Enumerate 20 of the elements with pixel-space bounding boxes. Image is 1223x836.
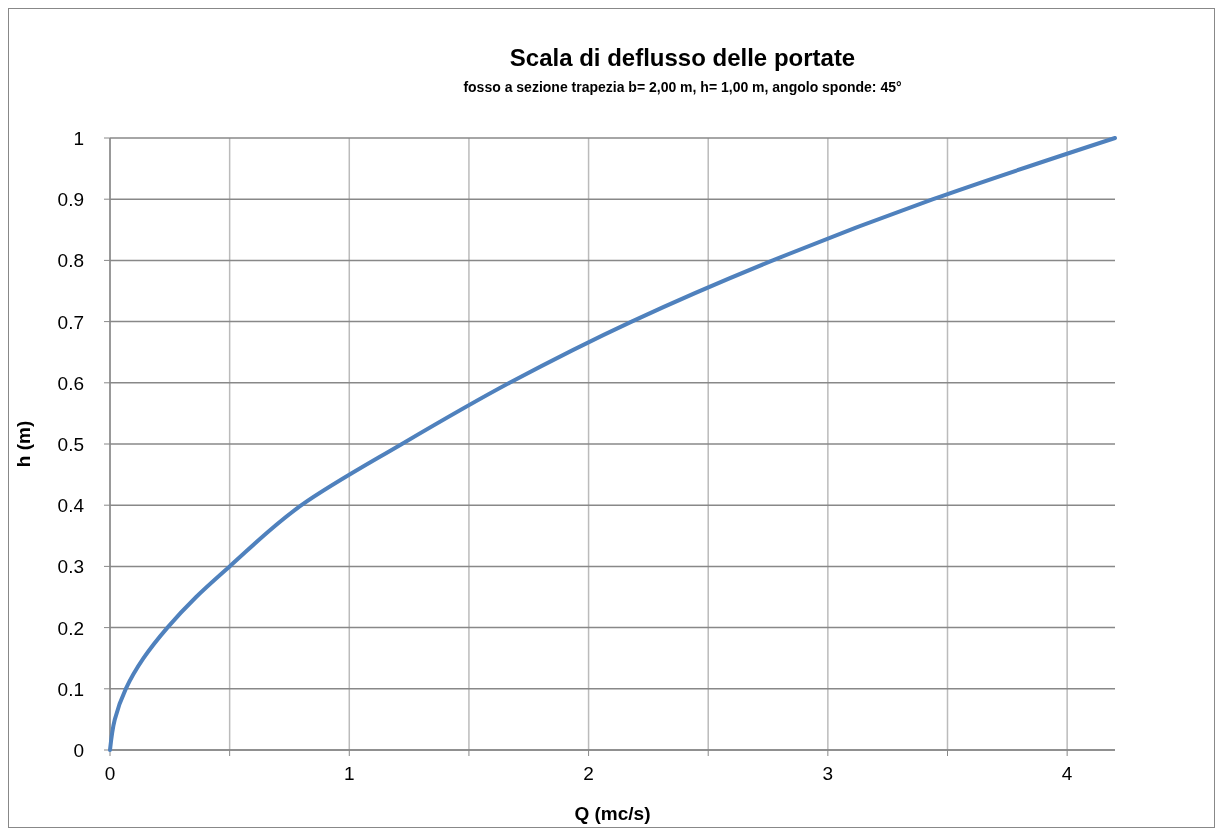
y-tick-label: 0.4	[57, 495, 85, 517]
y-tick-label: 0.8	[57, 250, 84, 272]
x-axis-title: Q (mc/s)	[574, 803, 651, 824]
chart-subtitle: fosso a sezione trapezia b= 2,00 m, h= 1,00 m, angolo sponde: 45°	[463, 79, 902, 95]
y-axis-title: h (m)	[13, 420, 34, 468]
chart-title: Scala di deflusso delle portate	[509, 44, 856, 71]
x-tick-label: 0	[104, 763, 116, 784]
x-tick-label: 2	[583, 763, 594, 784]
y-tick-label: 0.2	[57, 617, 84, 639]
y-tick-label: 0	[73, 740, 84, 761]
y-tick-label: 0.7	[57, 311, 84, 333]
y-tick-label: 0.1	[57, 678, 84, 700]
y-tick-label: 0.3	[57, 556, 84, 578]
y-tick-label: 0.6	[57, 372, 84, 394]
y-tick-label: 0.9	[57, 189, 84, 211]
x-tick-label: 4	[1061, 763, 1073, 784]
y-tick-label: 1	[73, 128, 84, 149]
x-tick-label: 1	[344, 763, 355, 784]
x-tick-label: 3	[822, 763, 834, 784]
y-tick-label: 0.5	[57, 434, 84, 455]
